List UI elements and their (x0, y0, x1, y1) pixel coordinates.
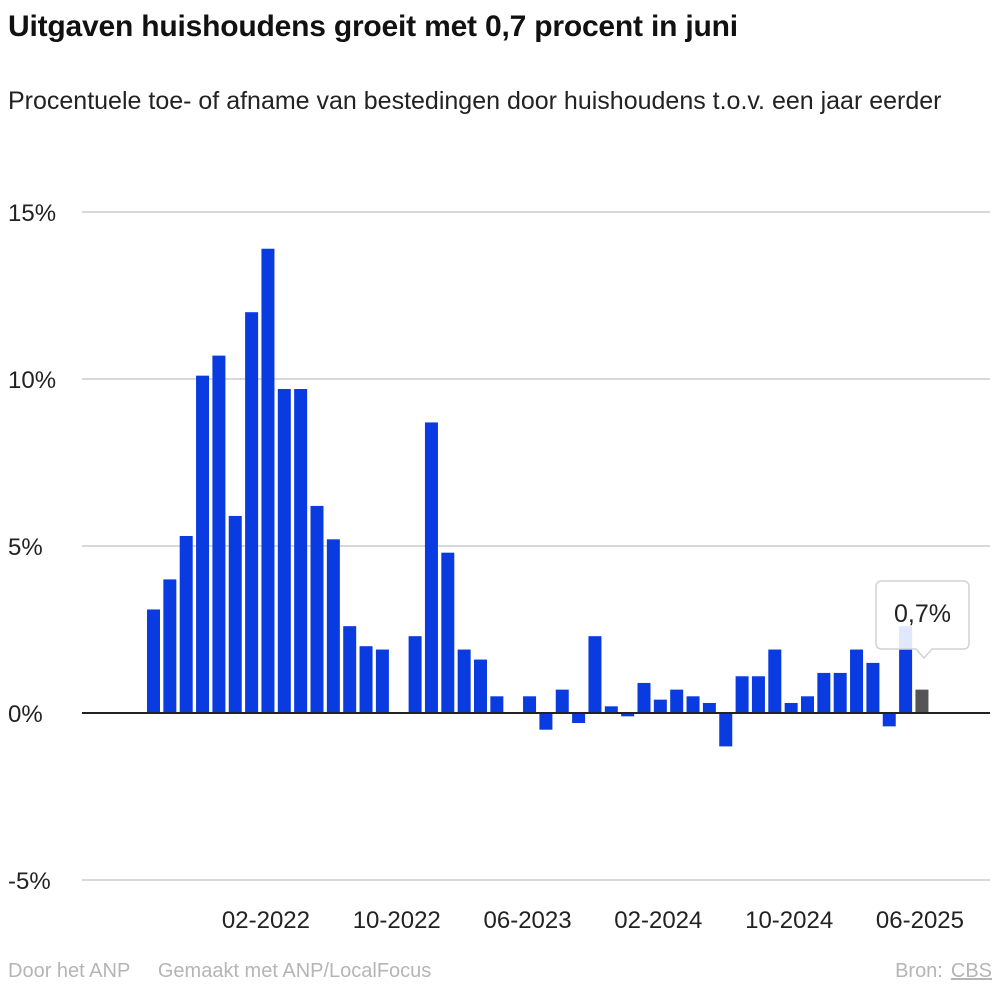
bar[interactable] (261, 248, 275, 714)
bar[interactable] (326, 539, 340, 713)
bar[interactable] (457, 649, 471, 713)
bar[interactable] (882, 713, 896, 727)
bar[interactable] (670, 689, 684, 713)
bar[interactable] (801, 696, 814, 713)
bar[interactable] (490, 696, 504, 713)
bar[interactable] (343, 626, 357, 713)
bar[interactable] (179, 535, 193, 713)
chart-subtitle: Procentuele toe- of afname van besteding… (8, 87, 942, 115)
bar[interactable] (686, 696, 700, 713)
bar[interactable] (245, 312, 259, 713)
x-tick-label: 06-2023 (484, 907, 572, 934)
bar[interactable] (441, 552, 455, 713)
chart-title: Uitgaven huishoudens groeit met 0,7 proc… (8, 10, 738, 43)
bar[interactable] (719, 713, 733, 747)
bar[interactable] (408, 636, 422, 713)
bar[interactable] (277, 389, 291, 713)
bar[interactable] (850, 649, 864, 713)
footer: Door het ANP Gemaakt met ANP/LocalFocus … (8, 960, 992, 983)
bar[interactable] (588, 636, 602, 713)
bar[interactable] (572, 713, 586, 724)
bar[interactable] (310, 505, 324, 713)
bar[interactable] (294, 389, 308, 713)
bar[interactable] (147, 609, 160, 713)
bar[interactable] (833, 672, 847, 713)
bar-highlighted[interactable] (915, 689, 929, 713)
x-tick-label: 06-2025 (876, 907, 964, 934)
bar[interactable] (817, 672, 831, 713)
bar[interactable] (228, 515, 242, 713)
bar[interactable] (768, 649, 782, 713)
bar[interactable] (539, 713, 553, 730)
footer-credits: Door het ANP Gemaakt met ANP/LocalFocus (8, 960, 992, 983)
bar[interactable] (212, 355, 226, 713)
y-tick-label: 15% (8, 200, 56, 227)
x-tick-label: 10-2022 (353, 907, 441, 934)
bar[interactable] (751, 676, 765, 713)
x-tick-label: 02-2024 (614, 907, 702, 934)
bar[interactable] (653, 699, 667, 713)
y-tick-label: 5% (8, 534, 43, 561)
tooltip: 0,7% (875, 580, 970, 660)
y-tick-label: 10% (8, 367, 56, 394)
bar[interactable] (621, 713, 635, 717)
footer-author: Door het ANP (8, 960, 131, 982)
bar[interactable] (735, 676, 749, 713)
y-tick-label: 0% (8, 701, 43, 728)
bar[interactable] (163, 579, 177, 713)
tooltip-value: 0,7% (894, 600, 951, 628)
bar[interactable] (474, 659, 487, 713)
footer-source-link[interactable]: CBS (950, 960, 992, 982)
y-tick-label: -5% (8, 868, 51, 895)
bar[interactable] (702, 702, 716, 713)
bar[interactable] (784, 702, 798, 713)
footer-source-label: Bron: (895, 960, 943, 982)
bar[interactable] (523, 696, 537, 713)
footer-made-with[interactable]: Gemaakt met ANP/LocalFocus (157, 960, 432, 982)
x-tick-label: 10-2024 (745, 907, 833, 934)
bar[interactable] (375, 649, 389, 713)
bar[interactable] (196, 375, 210, 713)
bar[interactable] (359, 646, 373, 713)
tooltip-box (875, 580, 970, 660)
bar[interactable] (637, 682, 651, 713)
bar[interactable] (604, 706, 618, 713)
bar[interactable] (866, 662, 880, 713)
bar[interactable] (424, 422, 438, 713)
footer-source: Bron: CBS (895, 960, 992, 983)
x-tick-label: 02-2022 (222, 907, 310, 934)
bar[interactable] (555, 689, 569, 713)
